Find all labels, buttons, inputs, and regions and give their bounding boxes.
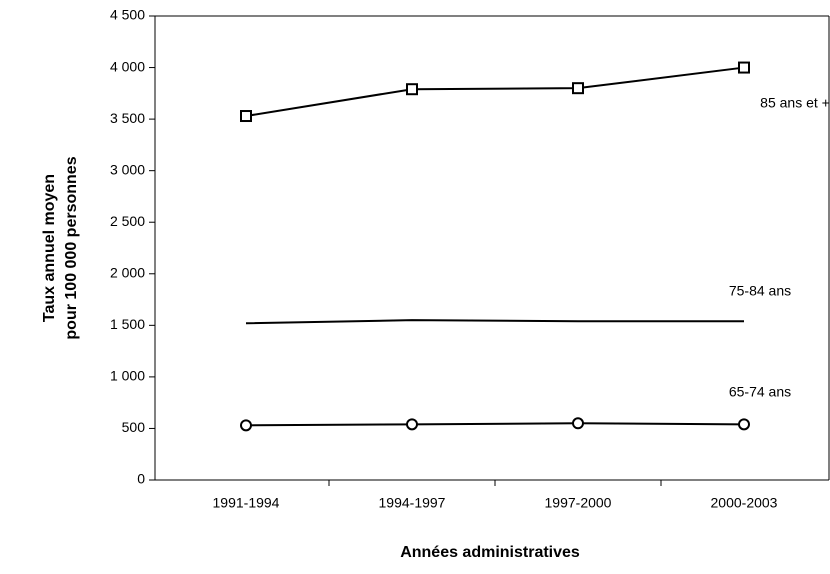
- x-tick-label: 1991-1994: [213, 495, 280, 511]
- series-line: [245, 319, 744, 325]
- x-tick-label: 1994-1997: [379, 495, 446, 511]
- marker: [240, 419, 252, 432]
- x-tick-label: 2000-2003: [711, 495, 778, 511]
- marker: [572, 82, 584, 95]
- marker: [406, 418, 418, 431]
- x-axis-label: Années administratives: [400, 544, 580, 561]
- y-tick-label: 2 000: [110, 264, 145, 280]
- y-tick-label: 0: [137, 471, 145, 487]
- series-line: [245, 422, 745, 427]
- y-tick-label: 2 500: [110, 213, 145, 229]
- y-tick-label: 3 500: [110, 110, 145, 126]
- y-tick-label: 1 000: [110, 368, 145, 384]
- y-tick-label: 3 000: [110, 161, 145, 177]
- y-axis-label: pour 100 000 personnes: [63, 156, 80, 339]
- x-tick-label: 1997-2000: [545, 495, 612, 511]
- y-axis-label: Taux annuel moyen: [41, 174, 58, 322]
- series-line: [245, 66, 745, 118]
- series-label: 65-74 ans: [729, 384, 791, 400]
- y-tick-label: 500: [122, 419, 146, 435]
- y-tick-label: 4 500: [110, 7, 145, 23]
- marker: [240, 110, 252, 123]
- series-label: 85 ans et +: [760, 95, 830, 111]
- marker: [572, 417, 584, 430]
- marker: [738, 61, 750, 74]
- series-label: 75-84 ans: [729, 283, 791, 299]
- y-tick-label: 1 500: [110, 316, 145, 332]
- y-tick-label: 4 000: [110, 58, 145, 74]
- marker: [406, 83, 418, 96]
- marker: [738, 418, 750, 431]
